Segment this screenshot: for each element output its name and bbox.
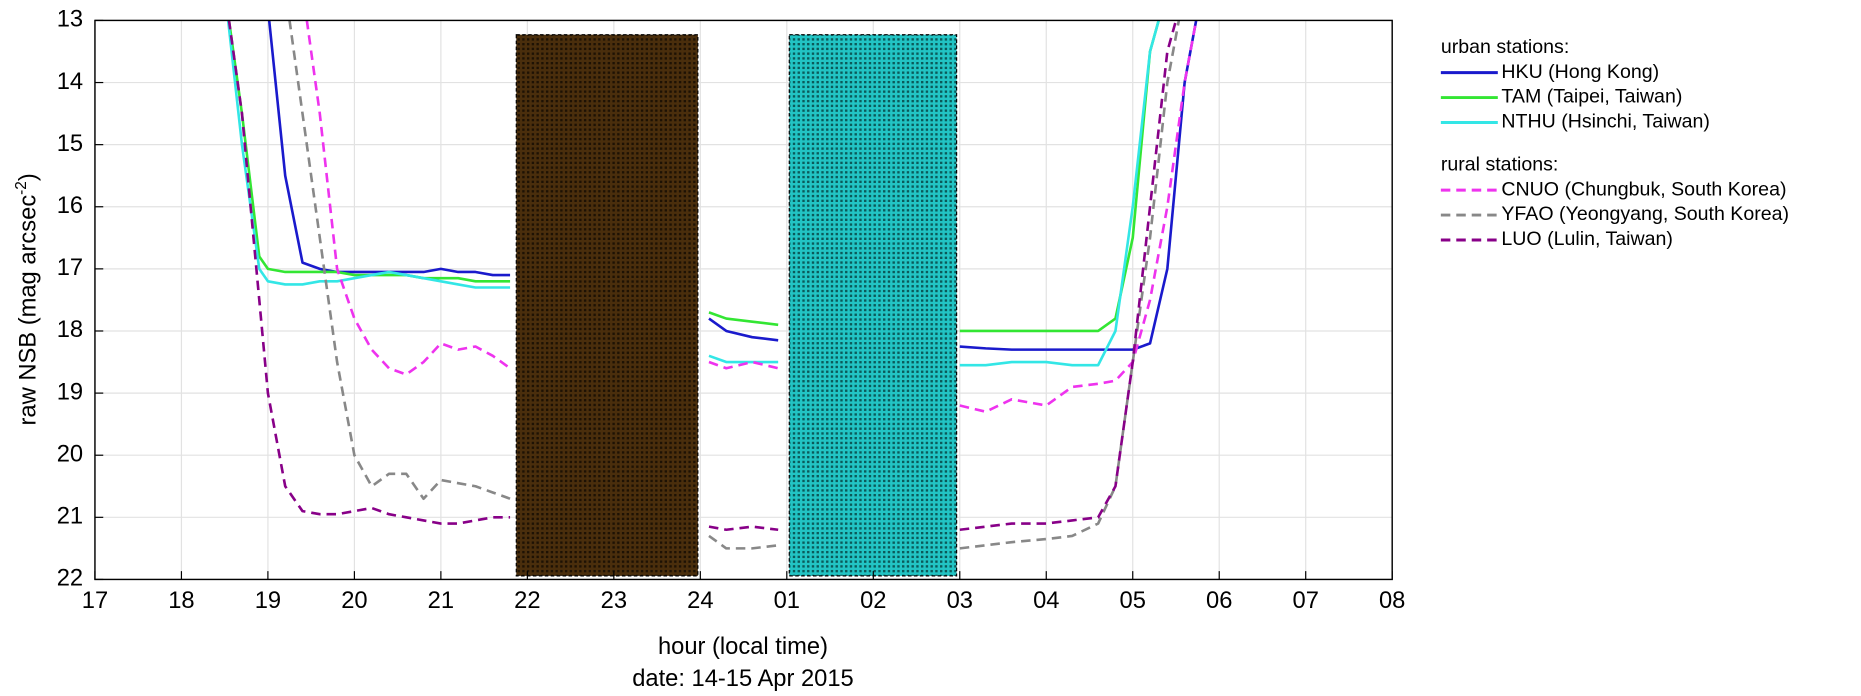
y-tick-label: 13	[57, 7, 83, 33]
x-tick-label: 22	[514, 588, 540, 614]
lines	[226, 20, 1198, 550]
y-tick-label: 22	[57, 566, 83, 592]
x-axis-sublabel: date: 14-15 Apr 2015	[632, 666, 854, 692]
legend-title: urban stations:	[1441, 36, 1569, 58]
x-tick-label: 23	[601, 588, 627, 614]
x-tick-label: 07	[1293, 588, 1319, 614]
series-line	[227, 20, 1161, 333]
x-tick-label: 19	[255, 588, 281, 614]
y-label-text: raw NSB (mag arcsec	[16, 195, 42, 426]
series-line	[305, 20, 1198, 414]
plot-frame	[94, 19, 1393, 581]
series-line	[288, 20, 1181, 550]
x-tick-label: 05	[1120, 588, 1146, 614]
x-tick-label: 03	[947, 588, 973, 614]
x-tick-label: 02	[860, 588, 886, 614]
legend-label: YFAO (Yeongyang, South Korea)	[1501, 203, 1789, 225]
y-axis-label: raw NSB (mag arcsec-2)	[13, 173, 41, 425]
legend-label: CNUO (Chungbuk, South Korea)	[1501, 178, 1786, 200]
axes: 17 18 19 20 21 22 23 24 01 02 03 04 05 06 07 08 13 14 15 16…	[57, 7, 1406, 615]
x-axis-label: hour (local time)	[658, 634, 828, 660]
y-label-end: )	[16, 173, 42, 181]
series-line	[227, 20, 1178, 532]
y-tick-label: 14	[57, 69, 83, 95]
mask-box	[788, 34, 958, 577]
y-label-sup: -2	[13, 181, 30, 195]
y-tick-label: 15	[57, 131, 83, 157]
y-tick-label: 21	[57, 504, 83, 530]
legend-label: HKU (Hong Kong)	[1501, 61, 1659, 83]
y-tick-label: 17	[57, 255, 83, 281]
y-tick-label: 19	[57, 379, 83, 405]
x-tick-label: 17	[82, 588, 108, 614]
series-line	[226, 20, 1161, 367]
x-tick-label: 21	[428, 588, 454, 614]
y-tick-label: 16	[57, 193, 83, 219]
x-tick-label: 06	[1206, 588, 1232, 614]
legend-label: NTHU (Hsinchi, Taiwan)	[1501, 111, 1710, 133]
legend-label: TAM (Taipei, Taiwan)	[1501, 86, 1682, 108]
x-tick-label: 24	[687, 588, 713, 614]
x-tick-label: 01	[774, 588, 800, 614]
x-tick-label: 08	[1379, 588, 1405, 614]
legend: urban stations: HKU (Hong Kong) TAM (Taipe…	[1441, 36, 1789, 250]
x-tick-label: 04	[1033, 588, 1059, 614]
y-tick-label: 18	[57, 317, 83, 343]
legend-title: rural stations:	[1441, 153, 1559, 175]
x-tick-label: 20	[341, 588, 367, 614]
plot-area	[94, 20, 1393, 580]
legend-label: LUO (Lulin, Taiwan)	[1501, 228, 1673, 250]
y-tick-label: 20	[57, 441, 83, 467]
mask-box	[515, 34, 699, 577]
x-tick-label: 18	[168, 588, 194, 614]
